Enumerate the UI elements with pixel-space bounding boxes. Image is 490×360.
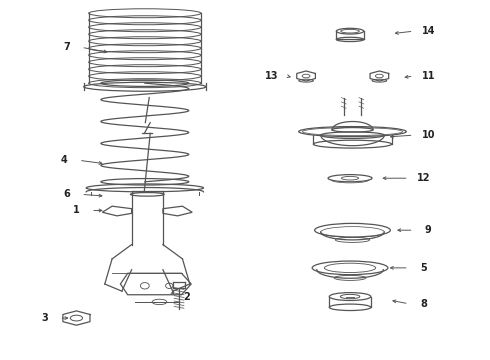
Text: 5: 5 [420,263,427,273]
Text: 2: 2 [183,292,190,302]
Text: 1: 1 [73,206,80,216]
Text: 9: 9 [425,225,432,235]
Text: 10: 10 [421,130,435,140]
Text: 6: 6 [63,189,70,199]
Text: 3: 3 [41,313,48,323]
Text: 8: 8 [420,299,427,309]
Text: 11: 11 [421,71,435,81]
Text: 12: 12 [416,173,430,183]
Text: 7: 7 [63,42,70,52]
Text: 4: 4 [61,155,68,165]
Text: 13: 13 [265,71,279,81]
Text: 14: 14 [421,26,435,36]
